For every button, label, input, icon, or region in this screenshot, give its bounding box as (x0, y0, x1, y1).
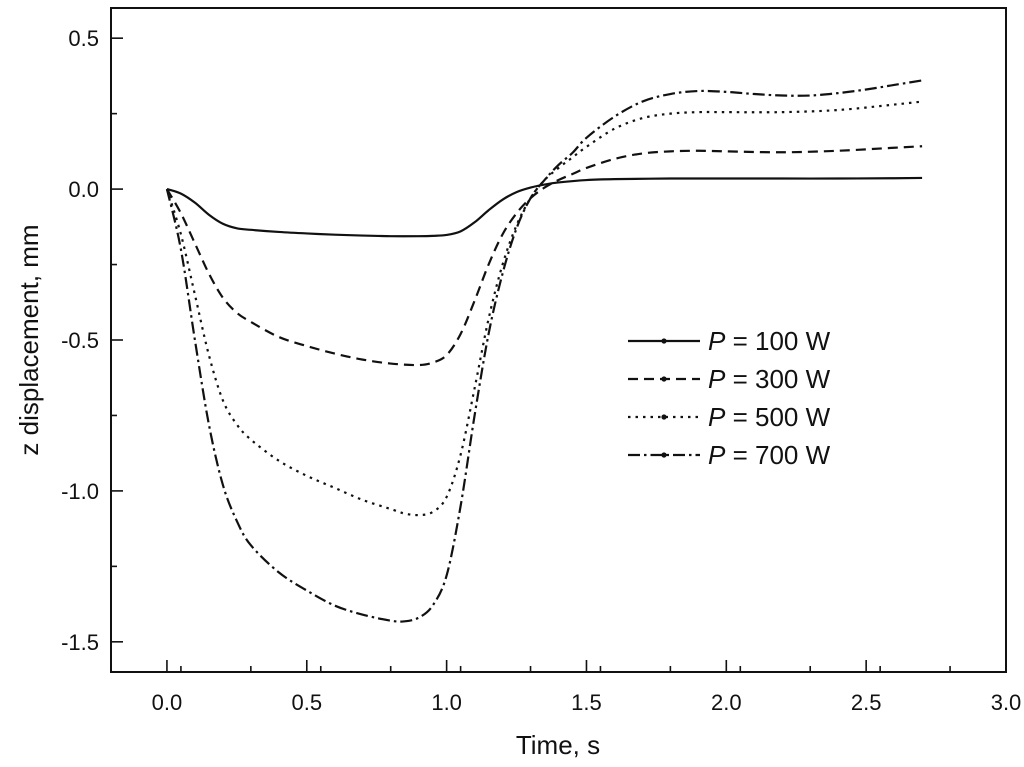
y-tick-label: -0.5 (61, 328, 99, 353)
legend-equals: = (725, 402, 755, 432)
x-tick-label: 2.0 (711, 690, 742, 715)
x-axis-label: Time, s (516, 730, 600, 760)
legend-value: 500 W (755, 402, 831, 432)
plot-frame (110, 7, 1007, 673)
legend-marker (661, 452, 667, 458)
legend-value: 700 W (755, 440, 831, 470)
series-line-300w (165, 145, 923, 367)
series-line-700w (165, 79, 923, 623)
legend-equals: = (725, 364, 755, 394)
x-tick-label: 2.5 (851, 690, 882, 715)
y-tick-label: -1.5 (61, 630, 99, 655)
x-tick-label: 1.0 (431, 690, 462, 715)
series-line-100w (166, 176, 923, 238)
x-tick-label: 1.5 (571, 690, 602, 715)
series-line-500w (165, 100, 923, 517)
y-tick-label: 0.5 (68, 26, 99, 51)
legend-marker (661, 376, 667, 382)
legend-value: 300 W (755, 364, 831, 394)
legend-value: 100 W (755, 326, 831, 356)
y-tick-label: -1.0 (61, 479, 99, 504)
legend-variable: P (708, 364, 726, 394)
legend-equals: = (725, 326, 755, 356)
legend-variable: P (708, 402, 726, 432)
axis-tick-labels: 0.0 0.5 1.0 1.5 2.0 2.5 3.0 -1.5 -1.0 -0.5 0.0 0.5 (61, 26, 1021, 715)
x-tick-label: 0.0 (152, 690, 183, 715)
legend-entry-label: P = 700 W (708, 440, 831, 470)
legend-equals: = (725, 440, 755, 470)
x-tick-label: 0.5 (291, 690, 322, 715)
legend: P = 100 WP = 300 WP = 500 WP = 700 W (628, 326, 831, 470)
series-lines (165, 79, 923, 623)
legend-marker (661, 338, 667, 344)
legend-entry-label: P = 100 W (708, 326, 831, 356)
legend-entry-label: P = 500 W (708, 402, 831, 432)
legend-variable: P (708, 440, 726, 470)
y-tick-label: 0.0 (68, 177, 99, 202)
y-axis-label: z displacement, mm (14, 224, 44, 455)
x-tick-label: 3.0 (991, 690, 1022, 715)
legend-entry-label: P = 300 W (708, 364, 831, 394)
axis-ticks (110, 37, 1007, 672)
legend-variable: P (708, 326, 726, 356)
legend-marker (661, 414, 667, 420)
